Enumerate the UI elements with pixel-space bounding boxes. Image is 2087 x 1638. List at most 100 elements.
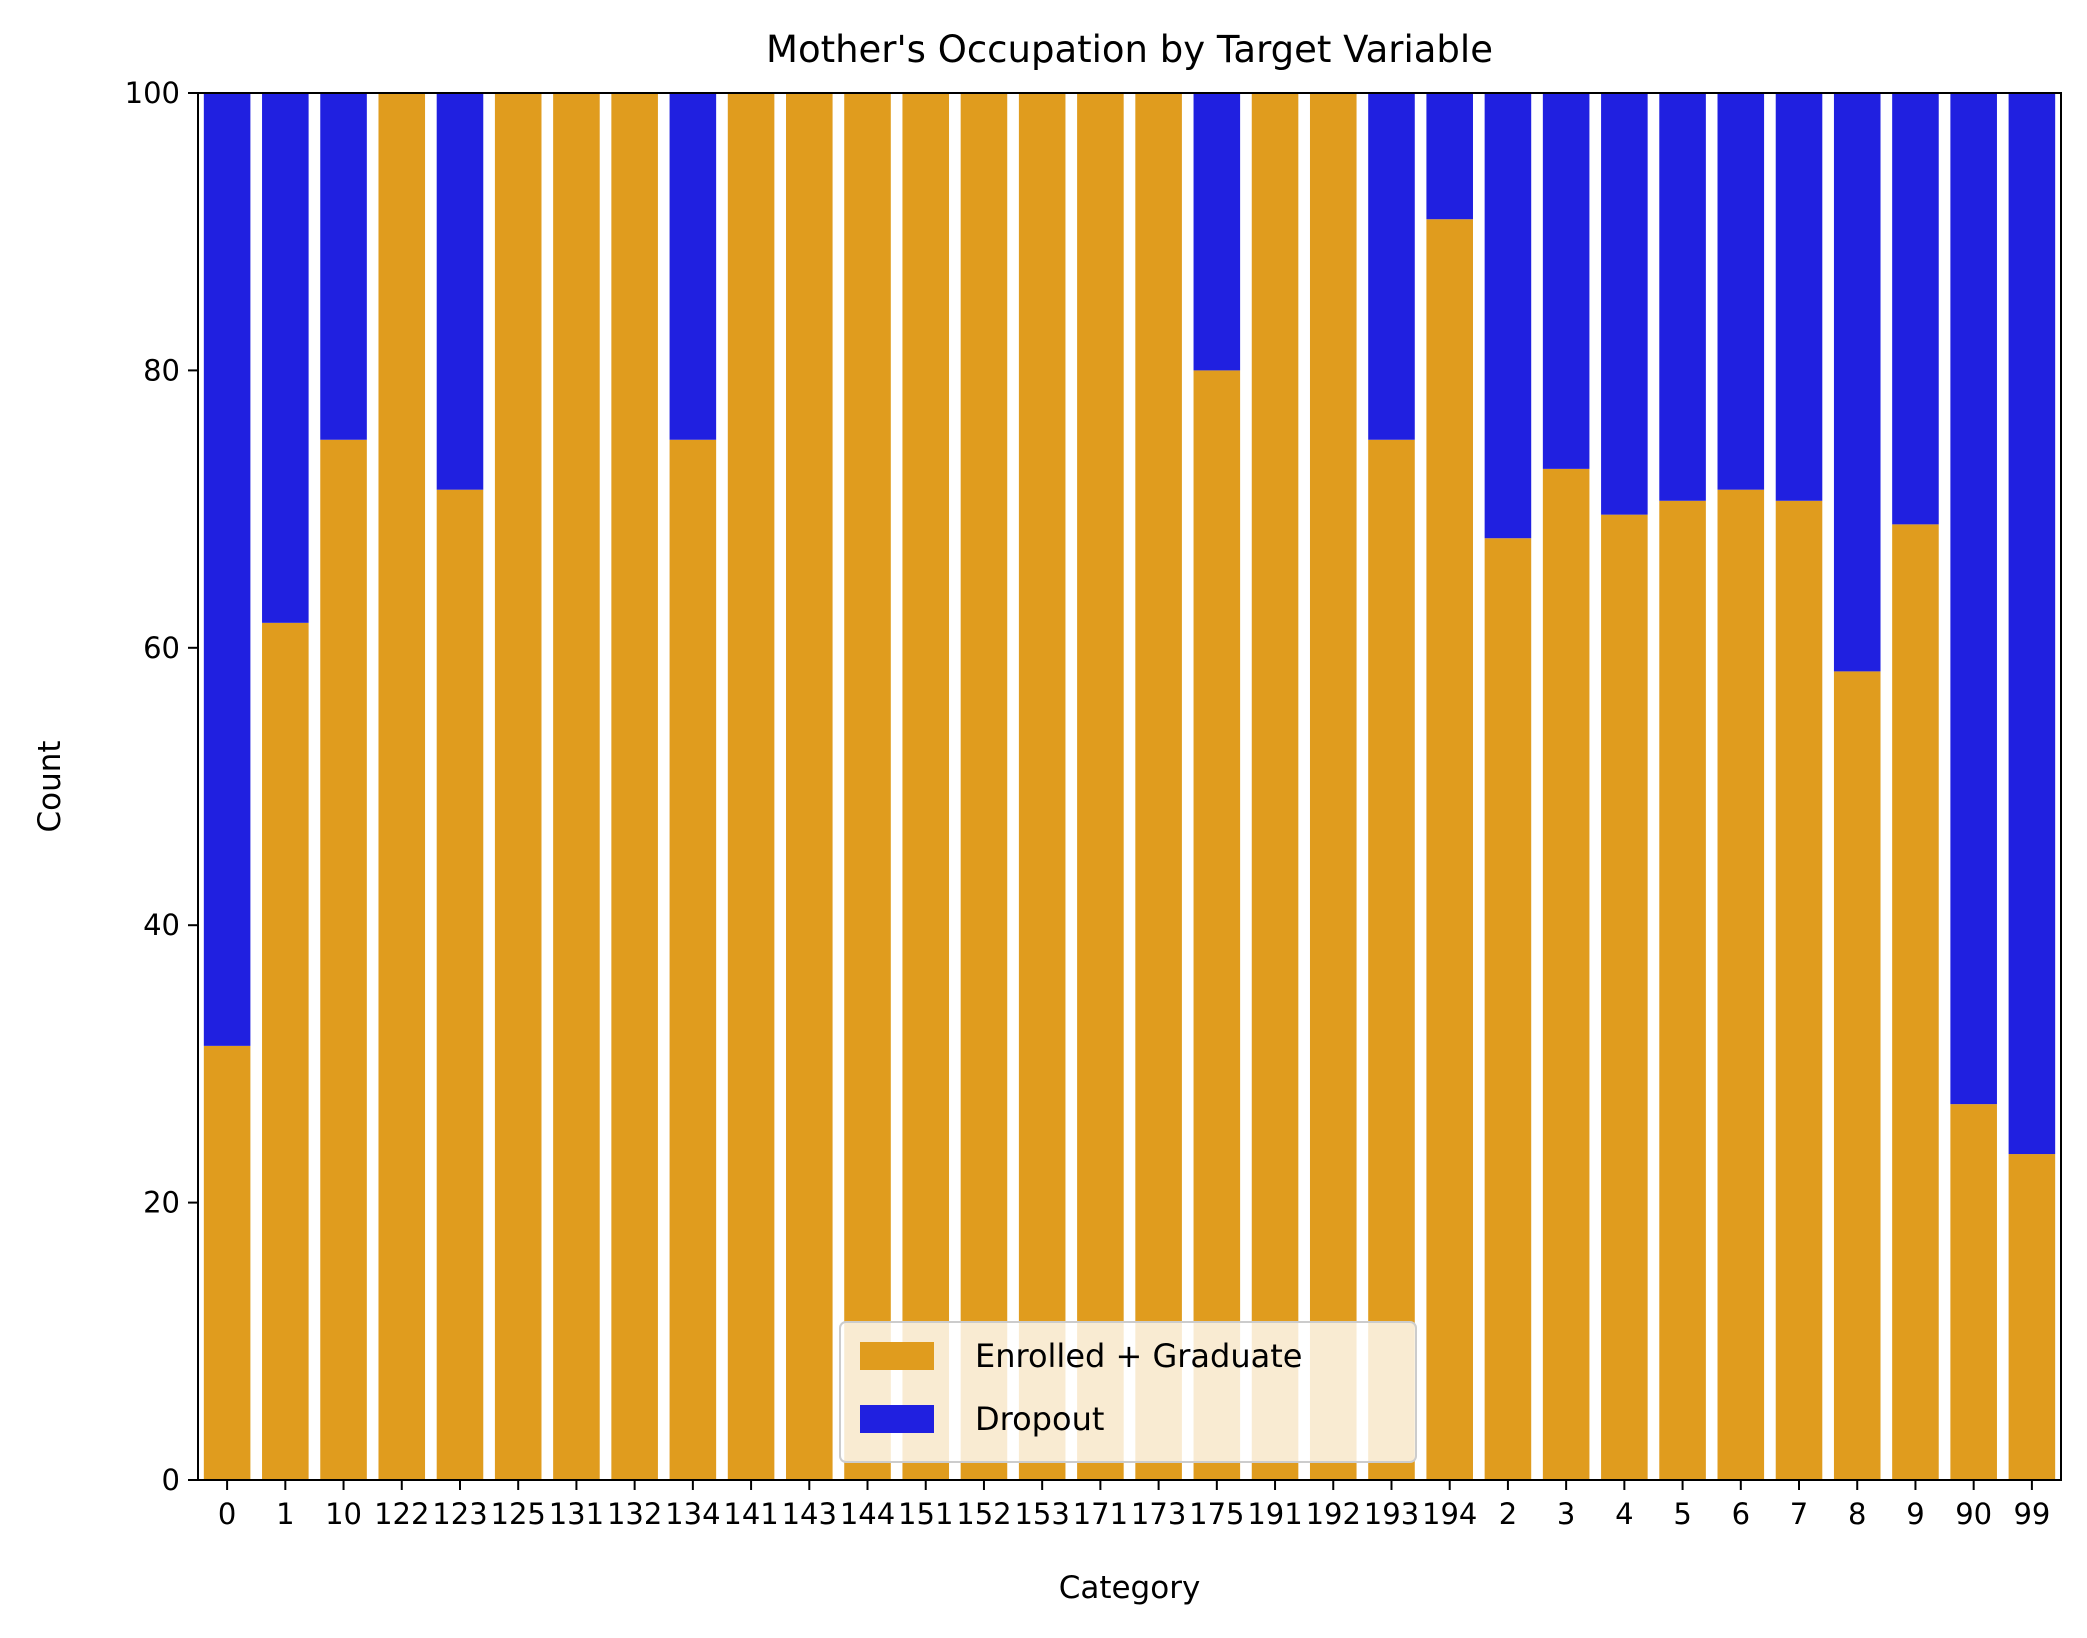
y-tick-label: 20 xyxy=(143,1186,180,1220)
x-tick-label: 9 xyxy=(1906,1497,1924,1531)
bar-enrolled-graduate-4 xyxy=(1601,514,1648,1480)
bar-enrolled-graduate-153 xyxy=(1018,93,1066,1480)
x-tick-label: 10 xyxy=(325,1497,362,1531)
x-tick-label: 90 xyxy=(1955,1497,1992,1531)
bar-dropout-193 xyxy=(1368,93,1415,440)
y-tick-label: 0 xyxy=(162,1463,180,1497)
bar-enrolled-graduate-9 xyxy=(1892,524,1939,1480)
bar-dropout-10 xyxy=(320,93,367,440)
x-tick-label: 99 xyxy=(2013,1497,2050,1531)
bar-enrolled-graduate-1 xyxy=(262,622,309,1480)
bar-enrolled-graduate-132 xyxy=(611,93,658,1480)
bar-enrolled-graduate-3 xyxy=(1542,468,1590,1480)
bar-enrolled-graduate-99 xyxy=(2008,1154,2056,1480)
bar-enrolled-graduate-7 xyxy=(1775,500,1823,1480)
bar-dropout-123 xyxy=(436,93,484,490)
bar-dropout-7 xyxy=(1775,93,1823,501)
bar-dropout-1 xyxy=(262,93,309,623)
bar-enrolled-graduate-151 xyxy=(902,93,950,1480)
bar-dropout-8 xyxy=(1833,93,1881,672)
bar-enrolled-graduate-134 xyxy=(669,439,717,1480)
x-tick-label: 152 xyxy=(956,1497,1011,1531)
bar-enrolled-graduate-144 xyxy=(844,93,891,1480)
y-axis-label: Count xyxy=(32,740,68,832)
y-tick-label: 40 xyxy=(143,908,180,942)
bar-enrolled-graduate-2 xyxy=(1484,538,1532,1480)
bar-enrolled-graduate-0 xyxy=(203,1045,251,1480)
bar-enrolled-graduate-6 xyxy=(1717,489,1765,1480)
legend-label-enrolled-graduate: Enrolled + Graduate xyxy=(975,1337,1302,1375)
x-tick-label: 2 xyxy=(1499,1497,1517,1531)
legend-swatch-enrolled-graduate xyxy=(860,1342,934,1370)
x-tick-label: 8 xyxy=(1848,1497,1866,1531)
x-tick-label: 153 xyxy=(1014,1497,1069,1531)
x-tick-label: 4 xyxy=(1615,1497,1633,1531)
bar-dropout-6 xyxy=(1717,93,1765,490)
bar-enrolled-graduate-5 xyxy=(1659,500,1706,1480)
bar-dropout-2 xyxy=(1484,93,1532,539)
x-tick-label: 194 xyxy=(1422,1497,1477,1531)
x-tick-label: 151 xyxy=(898,1497,953,1531)
x-tick-label: 173 xyxy=(1131,1497,1186,1531)
x-tick-label: 175 xyxy=(1189,1497,1244,1531)
x-tick-label: 125 xyxy=(491,1497,546,1531)
bar-enrolled-graduate-90 xyxy=(1950,1104,1997,1480)
bar-enrolled-graduate-122 xyxy=(378,93,426,1480)
bar-enrolled-graduate-10 xyxy=(320,439,367,1480)
x-tick-label: 193 xyxy=(1364,1497,1419,1531)
bar-dropout-9 xyxy=(1892,93,1939,525)
plot-frame xyxy=(197,92,2062,1481)
bar-dropout-3 xyxy=(1542,93,1590,469)
legend-box xyxy=(839,1321,1417,1463)
bar-dropout-0 xyxy=(203,93,251,1046)
bar-enrolled-graduate-123 xyxy=(436,489,484,1480)
legend-label-dropout: Dropout xyxy=(975,1400,1104,1438)
x-tick-label: 123 xyxy=(432,1497,487,1531)
bar-dropout-134 xyxy=(669,93,717,440)
x-tick-label: 7 xyxy=(1790,1497,1808,1531)
x-tick-label: 141 xyxy=(723,1497,778,1531)
y-tick-label: 60 xyxy=(143,631,180,665)
x-tick-label: 143 xyxy=(782,1497,837,1531)
x-tick-label: 134 xyxy=(665,1497,720,1531)
x-tick-label: 192 xyxy=(1306,1497,1361,1531)
bar-enrolled-graduate-175 xyxy=(1193,370,1241,1480)
bar-enrolled-graduate-141 xyxy=(727,93,775,1480)
bar-dropout-5 xyxy=(1659,93,1706,501)
bar-enrolled-graduate-194 xyxy=(1426,219,1473,1480)
x-tick-label: 132 xyxy=(607,1497,662,1531)
x-tick-label: 5 xyxy=(1673,1497,1691,1531)
ticks-layer: 0 1 10 122 123 125 131 132 134 141 143 144 151 152 153… xyxy=(125,76,2051,1531)
bar-dropout-175 xyxy=(1193,93,1241,371)
bar-dropout-90 xyxy=(1950,93,1997,1105)
x-tick-label: 0 xyxy=(218,1497,236,1531)
bar-enrolled-graduate-192 xyxy=(1309,93,1357,1480)
chart-title: Mother's Occupation by Target Variable xyxy=(766,28,1493,71)
bar-enrolled-graduate-143 xyxy=(786,93,833,1480)
x-tick-label: 3 xyxy=(1557,1497,1575,1531)
x-tick-label: 144 xyxy=(840,1497,895,1531)
x-axis-label: Category xyxy=(1059,1570,1201,1606)
x-tick-label: 1 xyxy=(276,1497,294,1531)
x-tick-label: 191 xyxy=(1247,1497,1302,1531)
bar-enrolled-graduate-173 xyxy=(1135,93,1182,1480)
x-tick-label: 171 xyxy=(1073,1497,1128,1531)
bar-dropout-194 xyxy=(1426,93,1473,220)
bar-enrolled-graduate-125 xyxy=(494,93,542,1480)
x-tick-label: 122 xyxy=(374,1497,429,1531)
bar-enrolled-graduate-193 xyxy=(1368,439,1415,1480)
bar-enrolled-graduate-131 xyxy=(553,93,600,1480)
bar-enrolled-graduate-171 xyxy=(1077,93,1124,1480)
legend-swatch-dropout xyxy=(860,1405,934,1433)
bars-layer xyxy=(203,93,2056,1480)
y-tick-label: 80 xyxy=(143,353,180,387)
x-tick-label: 131 xyxy=(549,1497,604,1531)
bar-enrolled-graduate-191 xyxy=(1251,93,1299,1480)
bar-enrolled-graduate-152 xyxy=(960,93,1008,1480)
bar-enrolled-graduate-8 xyxy=(1833,671,1881,1480)
legend: Enrolled + Graduate Dropout xyxy=(839,1321,1417,1463)
x-tick-label: 6 xyxy=(1732,1497,1750,1531)
bar-dropout-4 xyxy=(1601,93,1648,515)
bar-dropout-99 xyxy=(2008,93,2056,1155)
